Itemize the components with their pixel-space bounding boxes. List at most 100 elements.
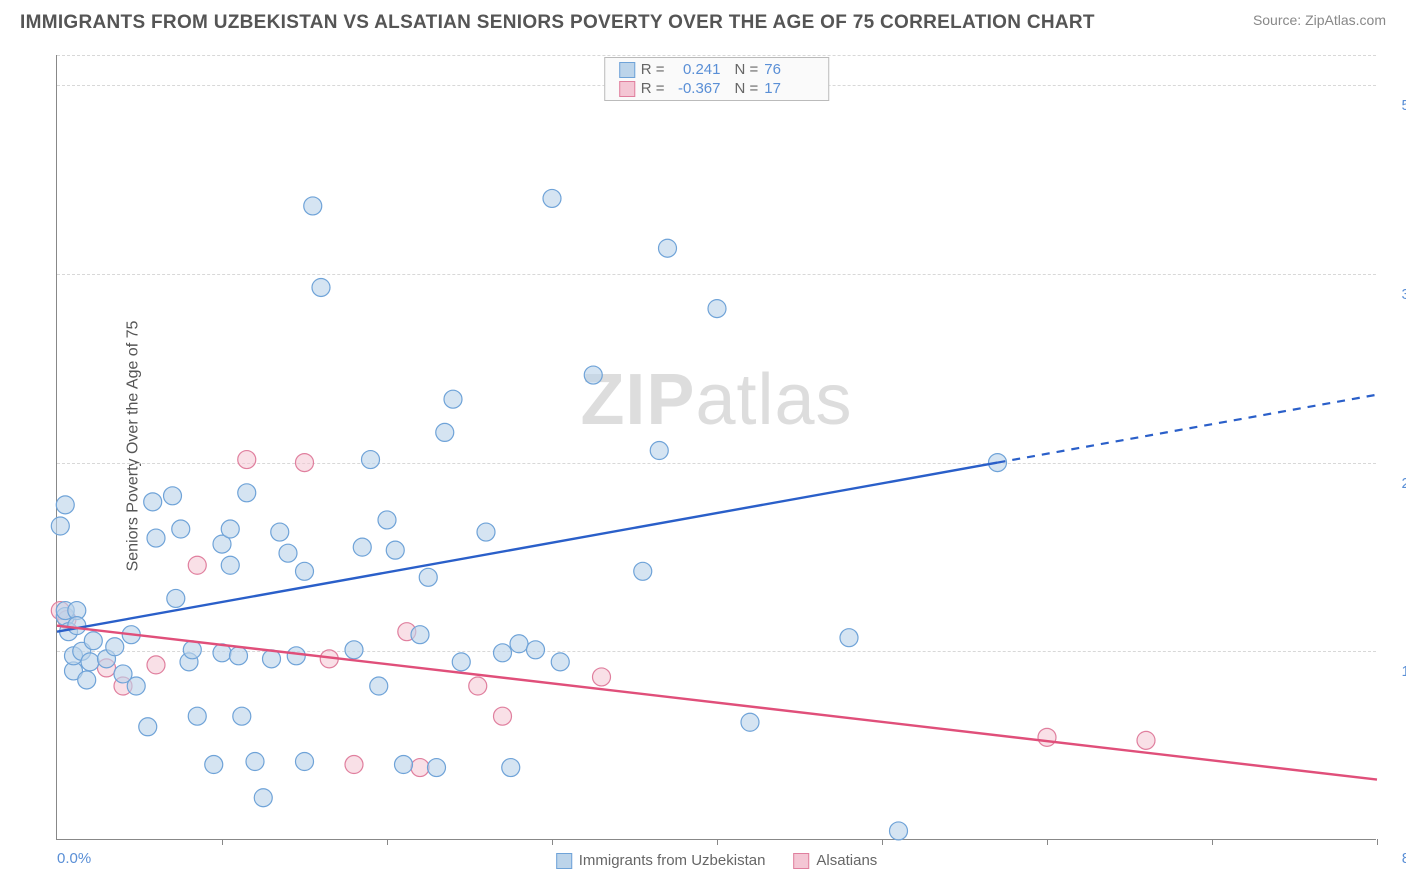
scatter-point	[527, 641, 545, 659]
scatter-point	[304, 197, 322, 215]
n-label: N =	[735, 61, 759, 78]
legend-swatch	[556, 853, 572, 869]
scatter-point	[741, 713, 759, 731]
regression-line	[57, 463, 998, 632]
x-tick	[1377, 839, 1378, 845]
n-value: 76	[764, 61, 814, 78]
scatter-point	[296, 562, 314, 580]
scatter-point	[84, 632, 102, 650]
scatter-point	[543, 189, 561, 207]
scatter-point	[81, 653, 99, 671]
y-tick-label: 25.0%	[1384, 475, 1406, 492]
scatter-point	[494, 707, 512, 725]
r-value: 0.241	[671, 61, 721, 78]
regression-line-extrapolated	[998, 395, 1378, 463]
scatter-point	[708, 300, 726, 318]
scatter-plot-svg	[57, 55, 1376, 839]
scatter-point	[345, 641, 363, 659]
n-label: N =	[735, 80, 759, 97]
scatter-point	[238, 451, 256, 469]
scatter-point	[296, 753, 314, 771]
scatter-point	[1038, 728, 1056, 746]
scatter-point	[428, 759, 446, 777]
scatter-point	[840, 629, 858, 647]
legend-series-label: Immigrants from Uzbekistan	[579, 852, 766, 869]
scatter-point	[469, 677, 487, 695]
scatter-point	[353, 538, 371, 556]
scatter-point	[233, 707, 251, 725]
n-value: 17	[764, 80, 814, 97]
scatter-point	[378, 511, 396, 529]
scatter-point	[436, 423, 454, 441]
legend-swatch	[619, 81, 635, 97]
scatter-point	[634, 562, 652, 580]
scatter-point	[221, 520, 239, 538]
chart-title: IMMIGRANTS FROM UZBEKISTAN VS ALSATIAN S…	[20, 12, 1095, 34]
scatter-point	[147, 656, 165, 674]
scatter-point	[395, 756, 413, 774]
scatter-point	[279, 544, 297, 562]
scatter-point	[230, 647, 248, 665]
scatter-point	[127, 677, 145, 695]
scatter-point	[287, 647, 305, 665]
scatter-point	[593, 668, 611, 686]
scatter-point	[78, 671, 96, 689]
scatter-point	[183, 641, 201, 659]
legend-series: Immigrants from Uzbekistan Alsatians	[556, 852, 878, 869]
x-axis-max-label: 8.0%	[1402, 850, 1406, 867]
x-tick	[387, 839, 388, 845]
scatter-point	[51, 517, 69, 535]
scatter-point	[551, 653, 569, 671]
scatter-point	[164, 487, 182, 505]
legend-series-item: Immigrants from Uzbekistan	[556, 852, 766, 869]
scatter-point	[221, 556, 239, 574]
scatter-point	[188, 707, 206, 725]
legend-swatch	[619, 62, 635, 78]
scatter-point	[238, 484, 256, 502]
scatter-point	[502, 759, 520, 777]
legend-correlation: R =0.241N =76R =-0.367N =17	[604, 57, 830, 101]
scatter-point	[296, 454, 314, 472]
y-tick-label: 37.5%	[1384, 286, 1406, 303]
legend-correlation-row: R = 0.241 N = 76	[605, 60, 829, 79]
scatter-point	[188, 556, 206, 574]
scatter-point	[650, 442, 668, 460]
legend-correlation-row: R =-0.367N =17	[605, 79, 829, 98]
legend-correlation-rows: R =0.241N =76R =-0.367N =17	[605, 60, 829, 98]
header: IMMIGRANTS FROM UZBEKISTAN VS ALSATIAN S…	[0, 0, 1406, 38]
x-tick	[222, 839, 223, 845]
legend-series-item: Alsatians	[793, 852, 877, 869]
scatter-point	[452, 653, 470, 671]
legend-series-label: Alsatians	[816, 852, 877, 869]
scatter-point	[271, 523, 289, 541]
scatter-point	[246, 753, 264, 771]
scatter-point	[1137, 731, 1155, 749]
scatter-point	[254, 789, 272, 807]
scatter-point	[477, 523, 495, 541]
scatter-point	[144, 493, 162, 511]
scatter-point	[411, 759, 429, 777]
r-label: R =	[641, 61, 665, 78]
y-tick-label: 12.5%	[1384, 663, 1406, 680]
scatter-point	[106, 638, 124, 656]
scatter-point	[386, 541, 404, 559]
x-axis-min-label: 0.0%	[57, 850, 91, 867]
scatter-point	[172, 520, 190, 538]
scatter-point	[510, 635, 528, 653]
legend-swatch	[793, 853, 809, 869]
scatter-point	[362, 451, 380, 469]
x-tick	[1212, 839, 1213, 845]
scatter-point	[147, 529, 165, 547]
scatter-point	[419, 568, 437, 586]
scatter-point	[444, 390, 462, 408]
source-label: Source: ZipAtlas.com	[1253, 12, 1386, 28]
x-tick	[882, 839, 883, 845]
x-tick	[1047, 839, 1048, 845]
scatter-point	[56, 496, 74, 514]
x-tick	[552, 839, 553, 845]
scatter-point	[68, 617, 86, 635]
x-tick	[717, 839, 718, 845]
scatter-point	[370, 677, 388, 695]
scatter-point	[167, 589, 185, 607]
scatter-point	[139, 718, 157, 736]
